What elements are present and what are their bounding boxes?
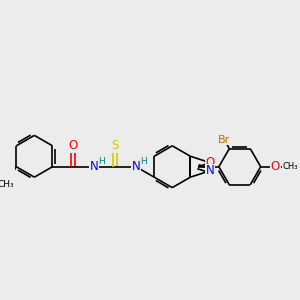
Text: CH₃: CH₃ [282, 162, 298, 171]
Text: N: N [132, 160, 140, 173]
Text: O: O [271, 160, 280, 173]
Text: N: N [90, 160, 99, 173]
Text: O: O [69, 139, 78, 152]
Text: N: N [206, 164, 214, 177]
Text: S: S [112, 139, 119, 152]
Text: CH₃: CH₃ [0, 180, 14, 189]
Text: Br: Br [218, 135, 230, 145]
Text: H: H [140, 158, 147, 166]
Text: H: H [98, 158, 105, 166]
Text: O: O [206, 156, 215, 169]
